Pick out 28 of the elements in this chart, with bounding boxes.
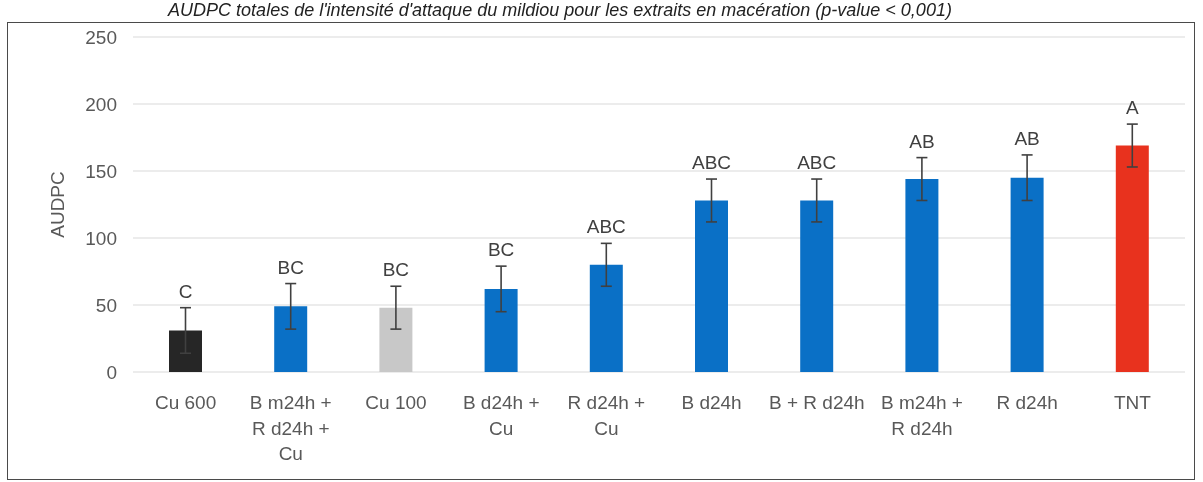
data-label: BC	[382, 259, 410, 281]
x-tick-label: Cu 100	[365, 392, 427, 413]
x-tick-label: B m24h + R d24h	[881, 392, 963, 439]
y-tick-label: 0	[106, 361, 117, 383]
data-label: ABC	[691, 152, 732, 174]
x-tick-label: B + R d24h	[769, 392, 865, 413]
x-tick-label: B d24h	[681, 392, 742, 413]
y-axis-title: AUDPC	[46, 171, 68, 238]
data-label: ABC	[797, 152, 837, 174]
data-label: AB	[909, 130, 935, 152]
x-tick-label: B d24h + Cu	[462, 392, 540, 439]
y-tick-label: 250	[85, 26, 117, 48]
data-label: A	[1125, 97, 1139, 119]
x-tick-label: R d24h	[996, 392, 1058, 413]
data-label: C	[178, 280, 193, 302]
data-label: AB	[1014, 127, 1040, 149]
data-label: ABC	[586, 216, 626, 238]
x-tick-label: R d24h + Cu	[567, 392, 646, 439]
y-tick-label: 150	[85, 160, 117, 182]
data-label: BC	[277, 256, 304, 278]
data-label: BC	[487, 239, 515, 261]
x-tick-label: Cu 600	[154, 392, 217, 413]
y-tick-label: 200	[85, 93, 117, 115]
y-tick-label: 100	[85, 227, 117, 249]
x-tick-label: B m24h + R d24h + Cu	[249, 392, 332, 464]
y-tick-label: 50	[95, 294, 117, 316]
chart-title: AUDPC totales de l'intensité d'attaque du mildiou pour les extraits en macération (p-value < 0,001)	[166, 0, 953, 20]
x-tick-label: TNT	[1113, 392, 1152, 413]
